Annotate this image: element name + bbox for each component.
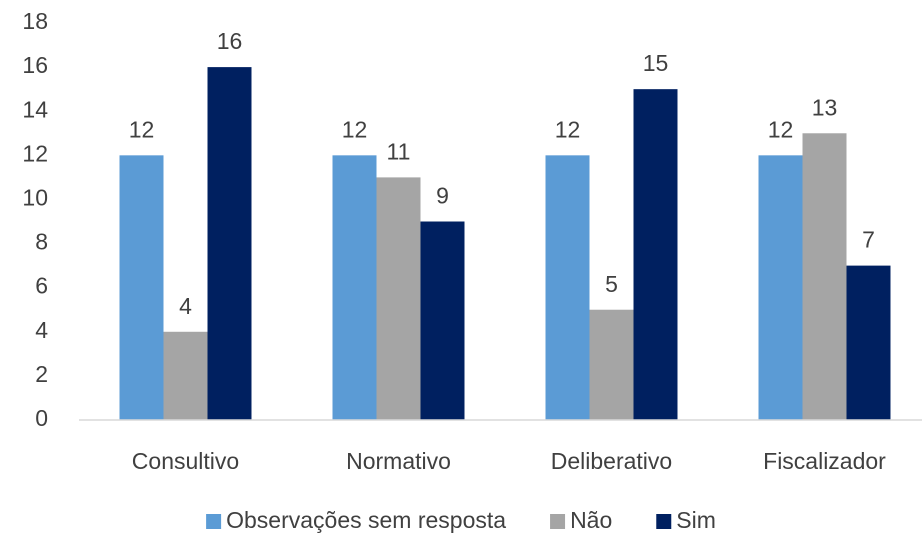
data-label: 4 <box>179 293 192 319</box>
x-tick-label: Deliberativo <box>551 448 672 474</box>
y-tick-label: 12 <box>22 140 48 166</box>
y-tick-label: 10 <box>22 185 48 211</box>
legend-swatch <box>206 514 222 529</box>
y-tick-label: 8 <box>35 229 48 255</box>
legend-label: Sim <box>676 507 716 533</box>
bar <box>119 155 164 421</box>
bar <box>545 155 590 421</box>
x-tick-label: Consultivo <box>132 448 239 474</box>
data-label: 13 <box>812 94 838 120</box>
bar <box>846 265 891 420</box>
data-label: 5 <box>605 271 618 297</box>
bar <box>332 155 377 421</box>
bar <box>207 67 252 420</box>
y-tick-label: 4 <box>35 317 48 343</box>
legend-swatch <box>656 514 672 529</box>
y-tick-label: 18 <box>22 8 48 34</box>
bar <box>589 309 634 420</box>
data-label: 7 <box>862 227 875 253</box>
data-label: 15 <box>643 50 669 76</box>
bar <box>758 155 803 421</box>
y-tick-label: 2 <box>35 361 48 387</box>
data-label: 12 <box>129 116 155 142</box>
y-tick-label: 0 <box>35 405 48 431</box>
bar <box>376 177 421 420</box>
data-label: 16 <box>217 28 243 54</box>
data-label: 12 <box>555 116 581 142</box>
data-label: 9 <box>436 183 449 209</box>
x-tick-label: Normativo <box>346 448 451 474</box>
data-label: 12 <box>768 116 794 142</box>
legend-label: Observações sem resposta <box>226 507 506 533</box>
legend-swatch <box>550 514 566 529</box>
y-tick-label: 6 <box>35 273 48 299</box>
data-label: 12 <box>342 116 368 142</box>
bar <box>633 89 678 421</box>
x-tick-label: Fiscalizador <box>763 448 886 474</box>
y-tick-label: 16 <box>22 52 48 78</box>
legend-label: Não <box>570 507 612 533</box>
bar <box>802 133 847 420</box>
data-label: 11 <box>387 138 411 164</box>
y-tick-label: 14 <box>22 96 48 122</box>
bar <box>420 221 465 420</box>
bar <box>163 331 208 420</box>
